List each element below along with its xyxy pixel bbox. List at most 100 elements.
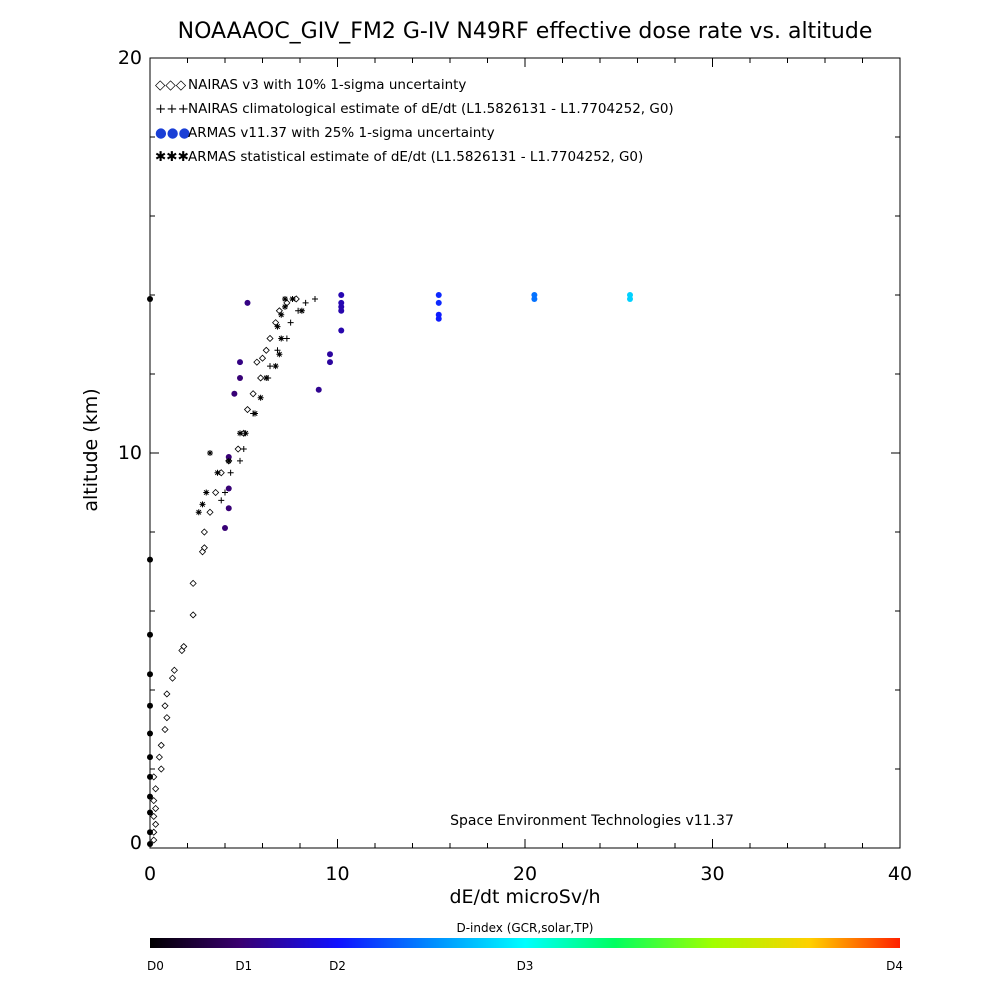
armas-stat-point <box>242 430 249 437</box>
armas-stat-point <box>289 295 296 302</box>
nairas-v3-point <box>178 646 186 655</box>
nairas-v3-point <box>292 295 300 303</box>
armas-point <box>435 311 442 318</box>
armas-point <box>435 299 442 306</box>
nairas-v3-point <box>163 714 171 722</box>
nairas-v3-point <box>161 702 169 710</box>
armas-point <box>338 299 345 306</box>
armas-point <box>147 631 153 638</box>
armas-stat-point <box>225 457 232 464</box>
armas-point <box>222 525 228 532</box>
legend-label-armas-stat: ARMAS statistical estimate of dE/dt (L1.… <box>188 149 643 165</box>
legend-symbol-armas: ●●● <box>155 125 191 141</box>
data-marks <box>147 292 633 848</box>
armas-stat-point <box>278 335 285 342</box>
armas-stat-point <box>274 323 281 330</box>
nairas-clim-point <box>237 457 243 464</box>
armas-point <box>147 730 153 737</box>
nairas-v3-point <box>152 804 160 813</box>
nairas-v3-point <box>170 666 178 674</box>
nairas-v3-point <box>157 765 165 773</box>
armas-stat-point <box>282 295 288 302</box>
chart-title: NOAAAOC_GIV_FM2 G-IV N49RF effective dos… <box>178 19 873 44</box>
y-tick-label-0: 0 <box>130 832 142 854</box>
nairas-clim-point <box>218 497 225 504</box>
nairas-v3-point <box>161 725 169 734</box>
armas-stat-point <box>237 430 243 437</box>
armas-point <box>147 556 153 563</box>
armas-point <box>244 299 251 306</box>
armas-stat-point <box>278 311 285 318</box>
legend-label-nairas-clim: NAIRAS climatological estimate of dE/dt … <box>188 101 674 117</box>
nairas-v3-point <box>198 548 207 556</box>
nairas-v3-point <box>212 488 220 497</box>
armas-point <box>147 671 153 678</box>
armas-point <box>627 292 633 298</box>
nairas-v3-point <box>200 544 208 552</box>
y-axis-label: altitude (km) <box>80 388 102 511</box>
nairas-v3-point <box>234 445 242 453</box>
nairas-clim-point <box>287 319 294 326</box>
nairas-clim-point <box>267 363 273 370</box>
nairas-v3-point <box>157 741 165 749</box>
legend-label-nairas-v3: NAIRAS v3 with 10% 1-sigma uncertainty <box>188 77 466 93</box>
nairas-v3-point <box>150 797 158 805</box>
colorbar-label: D3 <box>517 959 534 973</box>
x-tick-label-30: 30 <box>700 863 724 885</box>
armas-point <box>531 292 538 298</box>
armas-point <box>225 453 232 460</box>
x-tick-label-20: 20 <box>513 863 537 885</box>
armas-point <box>237 374 243 381</box>
nairas-clim-point <box>227 469 234 476</box>
colorbar-label: D2 <box>329 959 346 973</box>
armas-stat-point <box>203 489 210 496</box>
nairas-v3-point <box>249 390 257 398</box>
armas-stat-point <box>276 351 283 358</box>
armas-stat-point <box>195 509 202 516</box>
armas-point <box>147 841 153 848</box>
nairas-v3-point <box>200 528 208 536</box>
credit-text: Space Environment Technologies v11.37 <box>450 813 734 829</box>
armas-point <box>327 351 333 358</box>
x-axis-label: dE/dt microSv/h <box>449 886 600 908</box>
armas-stat-point <box>272 363 279 370</box>
colorbar <box>150 938 900 948</box>
armas-stat-point <box>207 450 213 456</box>
armas-point <box>237 359 243 366</box>
nairas-v3-point <box>155 753 163 761</box>
nairas-clim-point <box>240 446 247 453</box>
nairas-v3-point <box>189 611 197 619</box>
x-tick-label-0: 0 <box>144 863 156 885</box>
armas-point <box>315 386 322 393</box>
armas-stat-point <box>252 410 258 417</box>
tick-marks <box>149 57 901 849</box>
armas-point <box>147 754 153 761</box>
nairas-clim-point <box>222 489 228 496</box>
nairas-v3-point <box>253 358 261 366</box>
y-tick-label-20: 20 <box>118 47 142 69</box>
armas-stat-point <box>199 501 206 508</box>
armas-point <box>147 829 153 836</box>
armas-point <box>338 292 345 298</box>
nairas-v3-point <box>258 354 267 362</box>
colorbar-title: D-index (GCR,solar,TP) <box>456 921 593 935</box>
legend: ◇◇◇ NAIRAS v3 with 10% 1-sigma uncertain… <box>155 77 674 165</box>
nairas-v3-point <box>206 508 214 516</box>
armas-point <box>147 295 153 302</box>
nairas-clim-point <box>283 335 290 342</box>
armas-point <box>225 485 232 492</box>
nairas-v3-point <box>150 812 158 820</box>
legend-symbol-nairas-v3: ◇◇◇ <box>155 77 187 93</box>
armas-stat-point <box>298 307 305 314</box>
armas-stat-point <box>257 394 264 401</box>
nairas-v3-point <box>243 405 252 414</box>
nairas-v3-point <box>152 785 160 793</box>
armas-point <box>435 292 442 298</box>
armas-stat-point <box>263 374 270 381</box>
armas-point <box>327 359 333 366</box>
nairas-v3-point <box>152 820 160 828</box>
armas-stat-point <box>214 469 221 476</box>
colorbar-label: D0 <box>147 959 164 973</box>
x-tick-label-40: 40 <box>888 863 912 885</box>
